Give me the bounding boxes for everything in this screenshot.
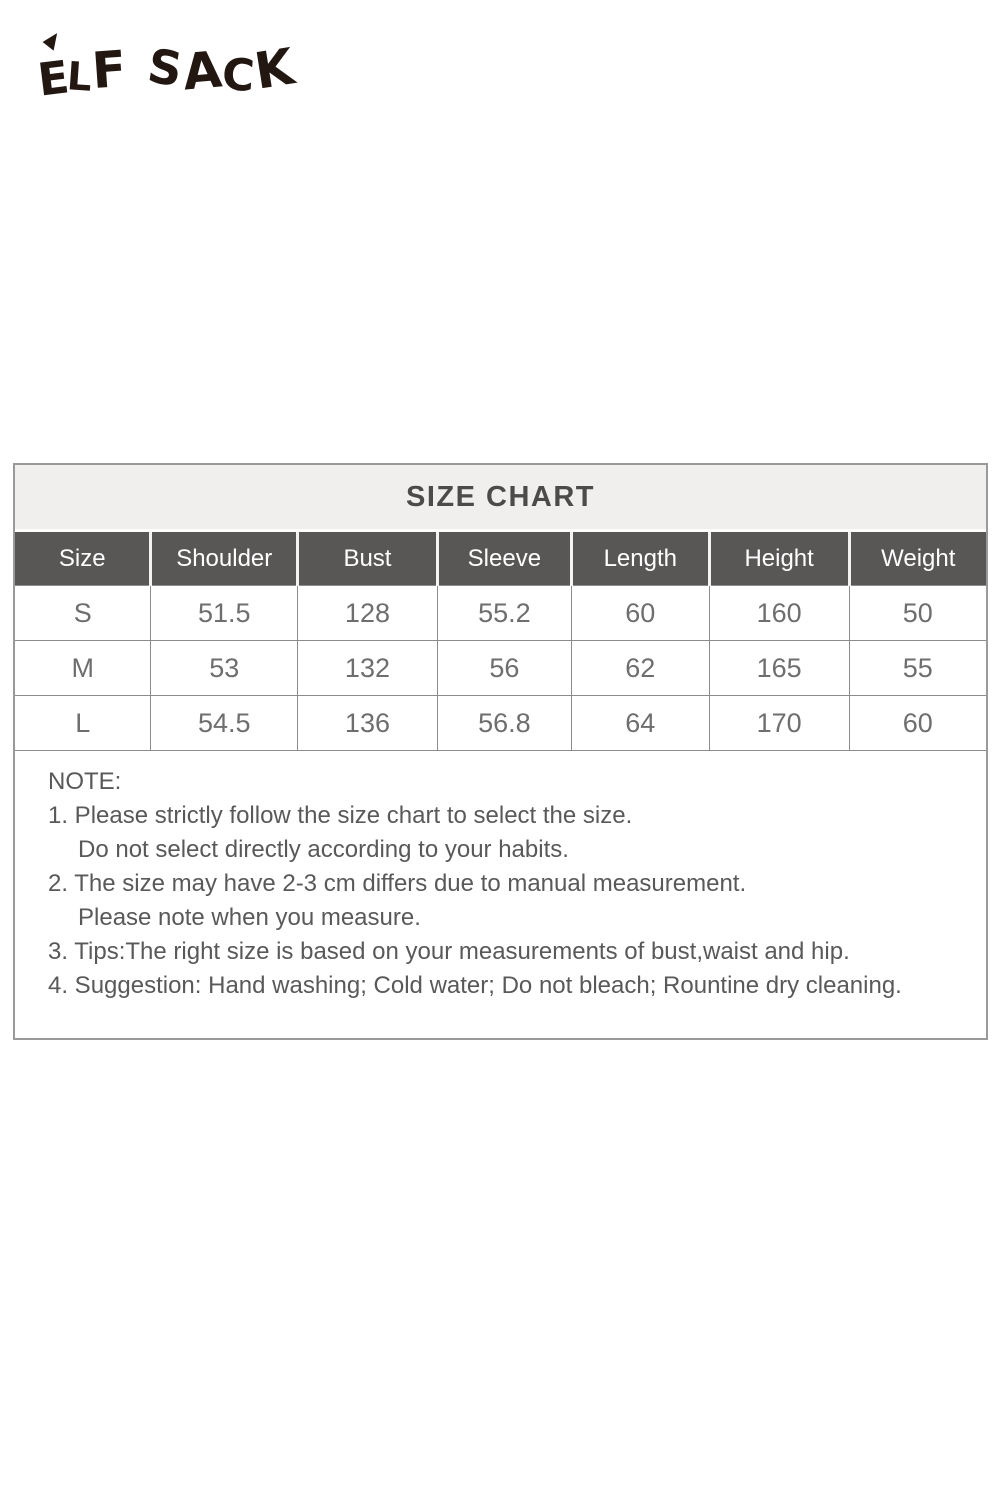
logo-letter: L — [65, 54, 94, 101]
column-header-sleeve: Sleeve — [435, 529, 572, 586]
size-chart-title: SIZE CHART — [15, 465, 986, 529]
column-header-shoulder: Shoulder — [149, 529, 298, 586]
cell-size: S — [15, 585, 152, 641]
logo-letter: K — [250, 37, 298, 101]
cell-bust: 136 — [297, 695, 438, 751]
size-chart-panel: SIZE CHART Size Shoulder Bust Sleeve Len… — [13, 463, 988, 1040]
note-section: NOTE: 1. Please strictly follow the size… — [15, 751, 986, 1003]
table-row-s: S 51.5 128 55.2 60 160 50 — [15, 585, 986, 641]
note-line: 3. Tips:The right size is based on your … — [48, 938, 850, 965]
cell-sleeve: 56.8 — [436, 695, 572, 751]
cell-bust: 128 — [297, 585, 438, 641]
cell-bust: 132 — [297, 640, 438, 696]
cell-size: M — [15, 640, 152, 696]
note-line: Please note when you measure. — [78, 904, 421, 931]
cell-shoulder: 53 — [150, 640, 299, 696]
note-line: 4. Suggestion: Hand washing; Cold water;… — [48, 972, 902, 999]
column-header-length: Length — [569, 529, 710, 586]
cell-size: L — [15, 695, 152, 751]
cell-height: 160 — [708, 585, 850, 641]
logo-letter: S — [143, 38, 186, 99]
logo-letter: A — [180, 40, 224, 102]
size-chart-table: Size Shoulder Bust Sleeve Length Height … — [15, 529, 986, 751]
cell-height: 170 — [708, 695, 850, 751]
logo-tick-mark — [42, 29, 64, 51]
cell-sleeve: 55.2 — [436, 585, 572, 641]
column-header-bust: Bust — [296, 529, 438, 586]
table-row-l: L 54.5 136 56.8 64 170 60 — [15, 695, 986, 751]
table-row-m: M 53 132 56 62 165 55 — [15, 640, 986, 696]
logo-letter: F — [89, 39, 128, 101]
note-line: 2. The size may have 2-3 cm differs due … — [48, 870, 747, 897]
cell-length: 64 — [570, 695, 710, 751]
cell-shoulder: 54.5 — [150, 695, 299, 751]
note-line: 1. Please strictly follow the size chart… — [48, 802, 633, 829]
column-header-height: Height — [707, 529, 850, 586]
cell-weight: 60 — [848, 695, 986, 751]
brand-logo: E LF SACK — [35, 29, 298, 107]
note-heading: NOTE: — [48, 768, 122, 795]
column-header-weight: Weight — [847, 529, 986, 586]
table-header-row: Size Shoulder Bust Sleeve Length Height … — [15, 529, 986, 586]
note-line: Do not select directly according to your… — [78, 836, 569, 863]
cell-shoulder: 51.5 — [150, 585, 299, 641]
cell-height: 165 — [708, 640, 850, 696]
cell-length: 62 — [570, 640, 710, 696]
cell-length: 60 — [570, 585, 710, 641]
cell-weight: 55 — [848, 640, 986, 696]
logo-letter: C — [220, 48, 257, 103]
cell-weight: 50 — [848, 585, 986, 641]
cell-sleeve: 56 — [436, 640, 572, 696]
column-header-size: Size — [15, 529, 151, 586]
